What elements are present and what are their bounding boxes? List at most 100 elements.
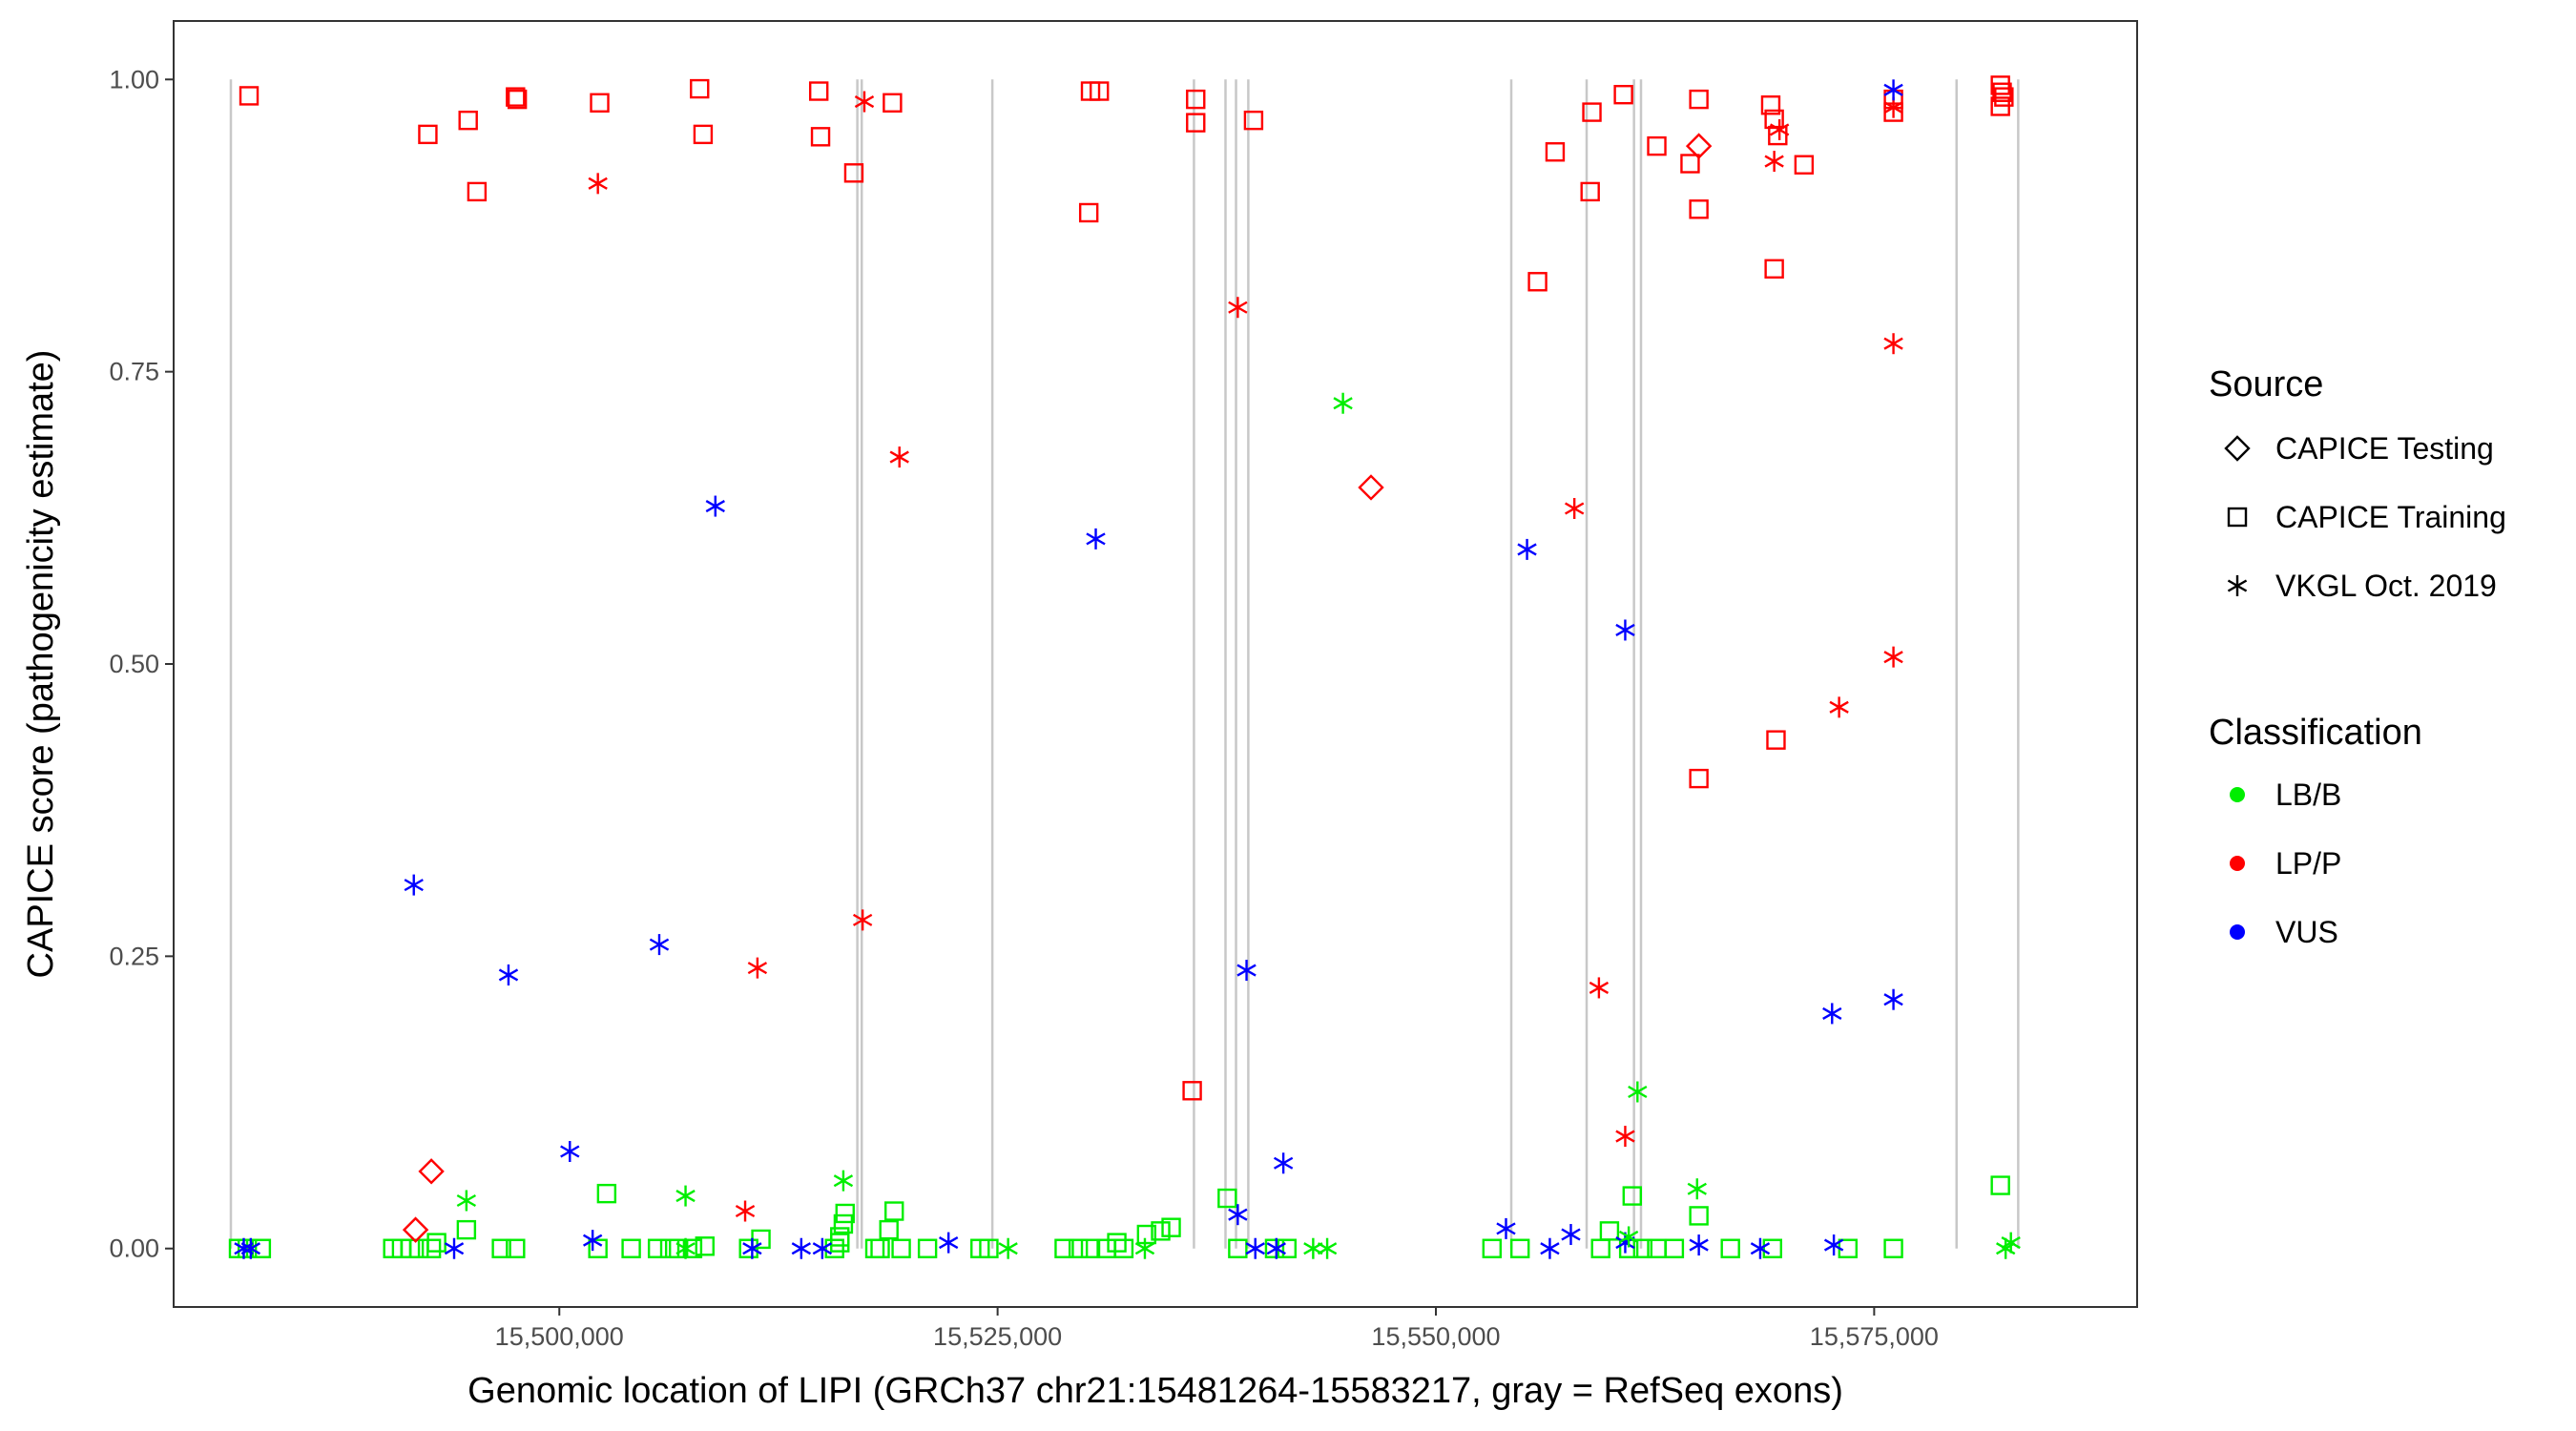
data-point	[939, 1232, 959, 1254]
legend-classification: Classification LB/B LP/P VUS	[2209, 713, 2422, 949]
data-point	[1750, 1237, 1771, 1259]
x-tick-label: 15,525,000	[933, 1322, 1062, 1351]
data-point	[1496, 1217, 1516, 1239]
data-points	[228, 75, 2021, 1259]
data-point	[1764, 259, 1784, 279]
data-point	[1622, 1186, 1643, 1206]
data-point	[833, 1213, 854, 1234]
x-axis-title: Genomic location of LIPI (GRCh37 chr21:1…	[467, 1371, 1843, 1411]
data-point	[1078, 202, 1099, 223]
data-point	[1823, 1234, 1844, 1256]
legend-classification-label: VUS	[2275, 915, 2338, 949]
data-point	[444, 1237, 465, 1259]
legend-classification-title: Classification	[2209, 713, 2422, 753]
data-point	[621, 1238, 641, 1258]
legend-key-dot	[2230, 787, 2245, 802]
data-point	[675, 1237, 696, 1259]
data-point	[1086, 528, 1106, 550]
data-point	[498, 964, 519, 985]
data-point	[1883, 96, 1903, 118]
data-point	[1589, 977, 1610, 999]
data-point	[1768, 125, 1788, 146]
data-point	[1990, 75, 2010, 95]
data-point	[426, 1233, 447, 1253]
data-point	[588, 1238, 608, 1258]
data-point	[1822, 1003, 1842, 1025]
data-point	[1618, 1226, 1639, 1248]
data-point	[917, 1238, 938, 1258]
data-point	[588, 173, 608, 195]
data-point	[812, 1237, 833, 1259]
data-point	[884, 1201, 904, 1221]
data-point	[1151, 1221, 1171, 1241]
y-tick-label: 0.00	[109, 1234, 159, 1263]
data-point	[1113, 1238, 1134, 1258]
data-point	[747, 957, 768, 979]
data-point	[979, 1238, 999, 1258]
data-point	[1089, 81, 1110, 101]
data-point	[596, 1183, 617, 1204]
data-point	[742, 1237, 762, 1259]
data-point	[835, 1203, 855, 1224]
data-point	[1228, 297, 1248, 319]
data-point	[1720, 1238, 1740, 1258]
data-point	[1228, 1238, 1248, 1258]
data-point	[891, 1238, 911, 1258]
data-point	[1228, 1204, 1248, 1226]
exon-lines	[229, 79, 2020, 1249]
data-point	[824, 1238, 844, 1258]
data-point	[506, 1238, 526, 1258]
data-point	[456, 1219, 477, 1240]
data-point	[735, 1200, 756, 1222]
y-tick-label: 0.25	[109, 942, 159, 970]
data-point	[1068, 1238, 1089, 1258]
data-point	[402, 1216, 429, 1243]
data-point	[1564, 498, 1585, 520]
data-point	[1161, 1217, 1181, 1237]
data-point	[1054, 1238, 1074, 1258]
data-point	[1990, 96, 2010, 116]
data-point	[458, 110, 478, 131]
data-point	[879, 1219, 899, 1240]
data-point	[1829, 696, 1849, 718]
data-point	[1990, 1175, 2010, 1195]
legend-key-square	[2227, 507, 2248, 528]
data-point	[1136, 1224, 1157, 1245]
data-point	[791, 1237, 811, 1259]
data-point	[1561, 1224, 1581, 1246]
data-point	[1243, 110, 1264, 131]
data-point	[1182, 1081, 1202, 1101]
data-point	[1687, 1178, 1707, 1200]
data-point	[418, 1158, 445, 1185]
data-point	[695, 1236, 715, 1256]
data-point	[1883, 333, 1903, 355]
data-point	[560, 1141, 580, 1163]
data-point	[240, 1237, 261, 1259]
data-point	[1580, 181, 1600, 202]
legend-key-diamond	[2224, 435, 2251, 462]
data-point	[506, 87, 526, 107]
y-tick-label: 0.75	[109, 358, 159, 386]
data-point	[239, 86, 260, 106]
data-point	[854, 91, 875, 113]
x-tick-label: 15,575,000	[1810, 1322, 1939, 1351]
data-point	[1632, 1238, 1653, 1258]
data-point	[1689, 1234, 1709, 1256]
legend-source-label: CAPICE Testing	[2275, 431, 2494, 466]
data-point	[1883, 988, 1903, 1010]
data-point	[1680, 154, 1700, 174]
data-point	[1317, 1237, 1338, 1259]
data-point	[1883, 646, 1903, 668]
data-point	[705, 495, 725, 517]
data-point	[1883, 1238, 1903, 1258]
data-point	[418, 124, 438, 145]
data-point	[507, 89, 528, 110]
data-point	[649, 934, 670, 956]
data-point	[2001, 1232, 2021, 1254]
legend-key-asterisk	[2227, 575, 2248, 596]
data-point	[1689, 89, 1709, 110]
y-tick-label: 0.50	[109, 650, 159, 678]
data-point	[883, 93, 903, 113]
